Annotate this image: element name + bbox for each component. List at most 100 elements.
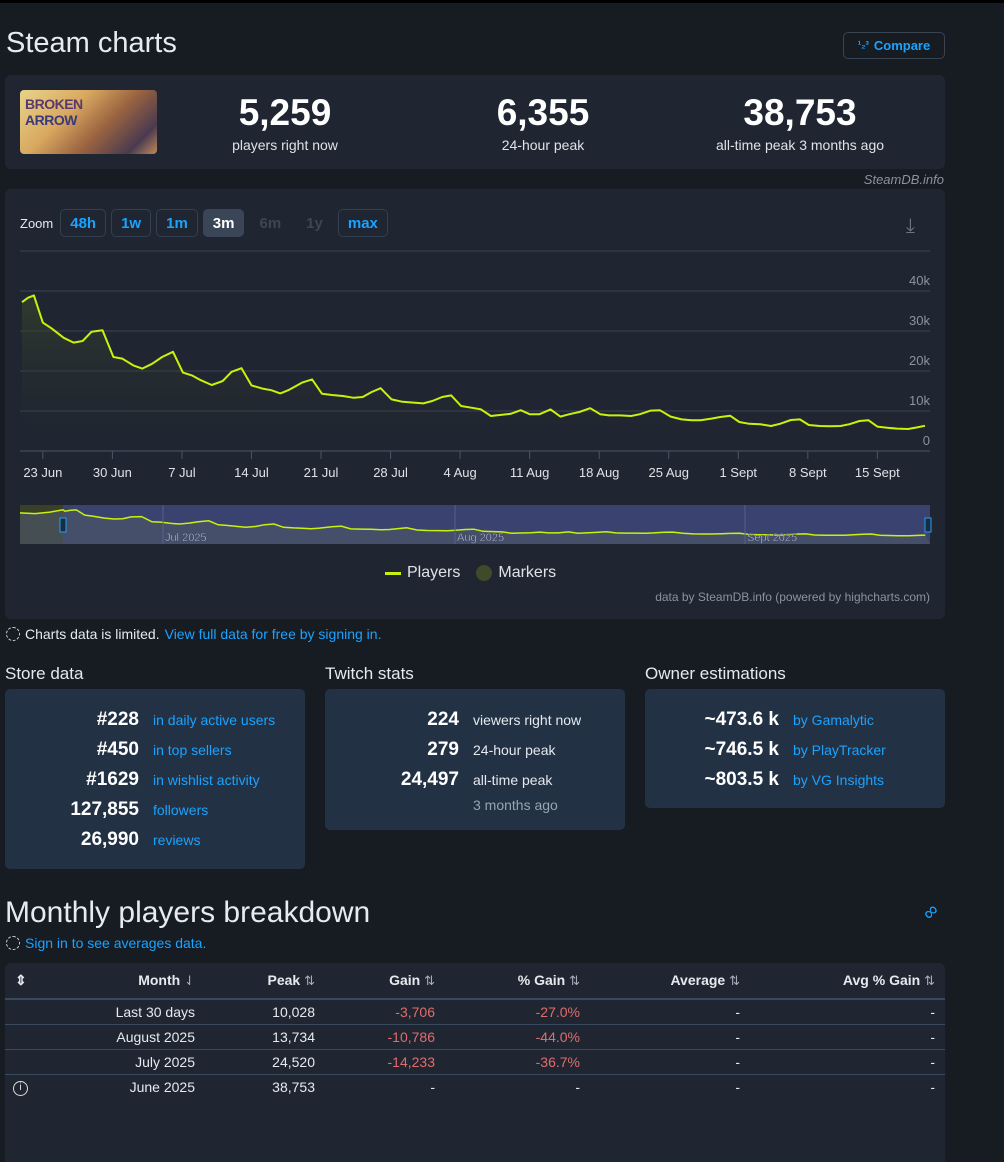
cell-month: June 2025 <box>129 1078 195 1095</box>
highcharts-credit[interactable]: data by SteamDB.info (powered by highcha… <box>655 590 930 604</box>
store-link[interactable]: followers <box>153 802 209 818</box>
store-row: 127,855 followers <box>5 799 208 821</box>
steamdb-credit[interactable]: SteamDB.info <box>863 172 944 187</box>
twitch-value: 24,497 <box>400 769 459 790</box>
legend-markers[interactable]: Markers <box>498 564 557 581</box>
store-value: #228 <box>96 709 139 730</box>
x-tick-label: 30 Jun <box>93 465 132 480</box>
y-tick-label: 40k <box>909 273 930 288</box>
legend-markers-icon <box>476 565 493 581</box>
player-chart[interactable]: 0 10k 20k 30k 40k 23 Jun 30 Jun 7 Jul 14 Jul 21 J… <box>0 243 950 563</box>
cell-gain: -14,233 <box>325 1049 445 1075</box>
signin-link[interactable]: View full data for free by signing in. <box>164 626 382 642</box>
navigator-left-handle[interactable] <box>59 517 67 533</box>
zoom-1m-button[interactable]: 1m <box>156 209 198 237</box>
col-pct-gain[interactable]: % Gain ⇅ <box>445 963 590 1000</box>
owners-title: Owner estimations <box>645 664 786 683</box>
dashed-circle-icon <box>6 936 20 950</box>
col-month[interactable]: Month ⇃ <box>45 963 205 1000</box>
dashed-circle-icon <box>6 627 20 641</box>
game-cover-image[interactable]: BROKEN ARROW <box>20 90 157 154</box>
notice-text: Charts data is limited. <box>25 626 160 642</box>
link-icon[interactable]: ∞ <box>917 899 944 925</box>
y-tick-label: 10k <box>909 393 930 408</box>
cell-peak: 10,028 <box>205 999 325 1025</box>
compare-button[interactable]: ¹₂³ Compare <box>843 32 945 59</box>
x-tick-label: 4 Aug <box>443 465 476 480</box>
navigator-label: Sept 2025 <box>747 532 797 544</box>
cell-pct-gain: -44.0% <box>445 1024 590 1050</box>
monthly-title: Monthly players breakdown <box>5 896 371 929</box>
cell-gain: -3,706 <box>325 999 445 1025</box>
cell-gain: -10,786 <box>325 1024 445 1050</box>
store-link[interactable]: in wishlist activity <box>153 772 260 788</box>
signin-averages-link[interactable]: Sign in to see averages data. <box>25 935 207 951</box>
x-tick-label: 1 Sept <box>719 465 757 480</box>
cell-peak: 13,734 <box>205 1024 325 1050</box>
cell-month: Last 30 days <box>45 999 205 1025</box>
col-gain[interactable]: Gain ⇅ <box>325 963 445 1000</box>
owner-value: ~803.5 k <box>704 769 780 790</box>
navigator-right-handle[interactable] <box>924 517 932 533</box>
stat-24h-peak: 6,355 24-hour peak <box>423 93 663 154</box>
y-tick-label: 30k <box>909 313 930 328</box>
y-tick-label: 20k <box>909 353 930 368</box>
stat-label: all-time peak 3 months ago <box>715 137 885 153</box>
twitch-peak-age: 3 months ago <box>473 797 558 813</box>
cell-month: July 2025 <box>45 1049 205 1075</box>
zoom-1y-button: 1y <box>306 214 323 232</box>
cell-gain: - <box>430 1078 435 1095</box>
legend-players[interactable]: Players <box>407 564 461 581</box>
navigator-label: Jul 2025 <box>165 532 207 544</box>
owner-value: ~473.6 k <box>704 709 780 730</box>
table-row: Last 30 days 10,028 -3,706 -27.0% - - <box>5 999 945 1025</box>
cell-pct-gain: -36.7% <box>445 1049 590 1075</box>
page-title: Steam charts <box>6 27 177 59</box>
cell-peak: 38,753 <box>272 1078 315 1095</box>
store-link[interactable]: reviews <box>153 832 201 848</box>
table-row: August 2025 13,734 -10,786 -44.0% - - <box>5 1024 945 1050</box>
monthly-table-card: ⇕ Month ⇃ Peak ⇅ Gain ⇅ % Gain ⇅ Average… <box>5 963 945 1162</box>
zoom-max-button[interactable]: max <box>337 209 388 237</box>
zoom-6m-button: 6m <box>259 214 282 232</box>
download-icon[interactable]: ⤓ <box>906 215 915 237</box>
col-peak[interactable]: Peak ⇅ <box>205 963 325 1000</box>
stat-value: 38,753 <box>743 92 857 133</box>
zoom-48h-button[interactable]: 48h <box>60 209 107 237</box>
twitch-row: 224 viewers right now <box>325 709 581 731</box>
x-tick-label: 7 Jul <box>168 465 196 480</box>
owner-value: ~746.5 k <box>704 739 780 760</box>
navigator-label: Aug 2025 <box>457 532 504 544</box>
zoom-1w-button[interactable]: 1w <box>111 209 152 237</box>
twitch-value: 224 <box>427 709 459 730</box>
zoom-3m-button[interactable]: 3m <box>202 209 245 237</box>
owner-row: ~746.5 k by PlayTracker <box>645 739 886 761</box>
col-avg-pct-gain[interactable]: Avg % Gain ⇅ <box>750 963 945 1000</box>
store-data-box <box>5 689 305 869</box>
x-tick-label: 8 Sept <box>789 465 827 480</box>
twitch-label: viewers right now <box>473 712 582 728</box>
x-tick-label: 25 Aug <box>648 465 689 480</box>
owner-link[interactable]: by Gamalytic <box>793 712 874 728</box>
store-link[interactable]: in daily active users <box>153 712 276 728</box>
col-average[interactable]: Average ⇅ <box>590 963 750 1000</box>
owner-link[interactable]: by VG Insights <box>793 772 885 788</box>
players-line <box>21 294 926 430</box>
store-row: 26,990 reviews <box>5 829 201 851</box>
info-icon[interactable]: i <box>5 1074 45 1099</box>
table-row: i June 2025 38,753 - - - - <box>5 1074 945 1099</box>
store-row: #450 in top sellers <box>5 739 232 761</box>
store-value: #450 <box>96 739 139 760</box>
store-row: #1629 in wishlist activity <box>5 769 260 791</box>
cell-average: - <box>590 1049 750 1075</box>
owner-link[interactable]: by PlayTracker <box>793 742 886 758</box>
y-tick-label: 0 <box>923 433 930 448</box>
expand-rows-icon[interactable]: ⇕ <box>5 963 45 1000</box>
stat-label: players right now <box>232 137 338 153</box>
cell-peak: 24,520 <box>205 1049 325 1075</box>
store-data-title: Store data <box>5 664 84 683</box>
stat-players-now: 5,259 players right now <box>165 93 405 154</box>
zoom-controls: Zoom 48h 1w 1m 3m 6m 1y max <box>20 209 388 237</box>
numbers-icon: ¹₂³ <box>857 40 869 51</box>
store-link[interactable]: in top sellers <box>153 742 232 758</box>
